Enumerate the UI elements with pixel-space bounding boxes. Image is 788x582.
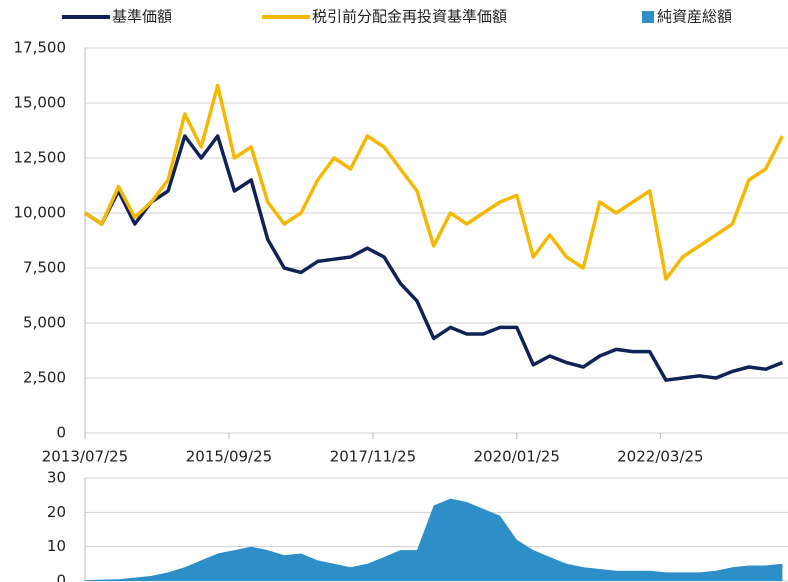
y-tick-label: 30: [47, 469, 66, 487]
legend-swatch: [642, 11, 654, 23]
legend-label: 純資産総額: [657, 8, 732, 26]
area-series: [85, 498, 783, 581]
x-tick-label: 2022/03/25: [617, 448, 703, 466]
x-tick-label: 2020/01/25: [474, 448, 560, 466]
x-tick-label: 2015/09/25: [186, 448, 272, 466]
y-tick-label: 10: [47, 537, 66, 555]
y-tick-label: 0: [56, 424, 66, 442]
y-tick-label: 7,500: [23, 259, 66, 277]
y-tick-label: 20: [47, 503, 66, 521]
y-tick-label: 15,000: [14, 94, 67, 112]
y-tick-label: 2,500: [23, 369, 66, 387]
y-tick-label: 17,500: [14, 39, 67, 57]
legend-label: 基準価額: [112, 8, 172, 26]
y-tick-label: 0: [56, 572, 66, 582]
y-tick-label: 10,000: [14, 204, 67, 222]
y-tick-label: 12,500: [14, 149, 67, 167]
x-tick-label: 2013/07/25: [42, 448, 128, 466]
legend-label: 税引前分配金再投資基準価額: [312, 8, 507, 26]
line-series: [84, 134, 784, 382]
y-tick-label: 5,000: [23, 314, 66, 332]
x-tick-label: 2017/11/25: [330, 448, 416, 466]
line-series: [84, 83, 784, 281]
